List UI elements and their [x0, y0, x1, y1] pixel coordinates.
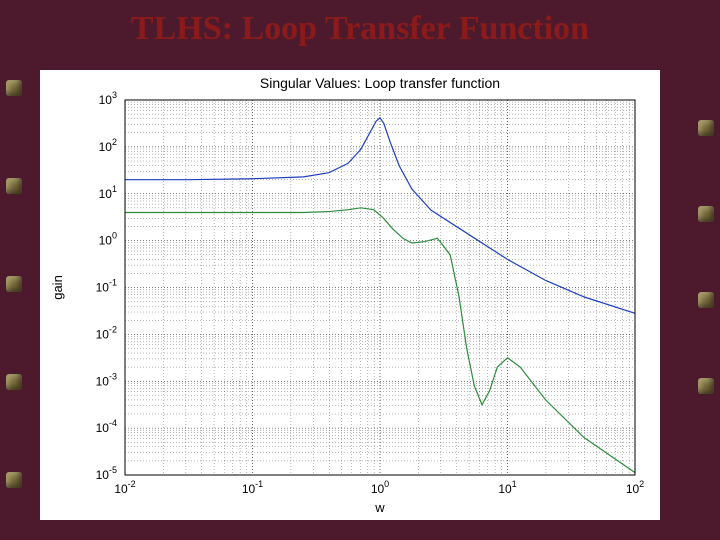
svg-text:10-1: 10-1 [96, 278, 117, 295]
bullet-icon [698, 120, 714, 136]
svg-text:10-4: 10-4 [96, 418, 117, 435]
bullet-icon [6, 80, 22, 96]
bullet-icon [698, 206, 714, 222]
bullet-icon [6, 276, 22, 292]
slide-title: TLHS: Loop Transfer Function [0, 10, 720, 48]
bullet-icon [6, 374, 22, 390]
svg-text:102: 102 [99, 137, 117, 154]
bullet-icon [698, 378, 714, 394]
svg-text:Singular Values: Loop transfer: Singular Values: Loop transfer function [260, 75, 500, 91]
loglog-chart: 10-2 10-1 100 101 102 10-5 10-4 10-3 10-2 10-1 100… [40, 70, 660, 520]
svg-text:102: 102 [626, 479, 644, 496]
left-bullet-column [0, 80, 30, 540]
bullet-icon [698, 292, 714, 308]
svg-text:10-3: 10-3 [96, 371, 117, 388]
svg-text:w: w [374, 500, 385, 515]
bullet-icon [6, 178, 22, 194]
svg-text:gain: gain [50, 275, 65, 300]
bullet-icon [6, 472, 22, 488]
chart-figure: 10-2 10-1 100 101 102 10-5 10-4 10-3 10-2 10-1 100… [40, 70, 660, 520]
svg-text:10-1: 10-1 [242, 479, 263, 496]
svg-text:10-5: 10-5 [96, 465, 117, 482]
svg-text:10-2: 10-2 [96, 324, 117, 341]
svg-text:103: 103 [99, 90, 117, 107]
svg-text:100: 100 [99, 231, 117, 248]
svg-text:101: 101 [498, 479, 516, 496]
svg-text:101: 101 [99, 184, 117, 201]
svg-text:100: 100 [371, 479, 389, 496]
svg-text:10-2: 10-2 [114, 479, 135, 496]
right-bullet-column [698, 120, 714, 464]
